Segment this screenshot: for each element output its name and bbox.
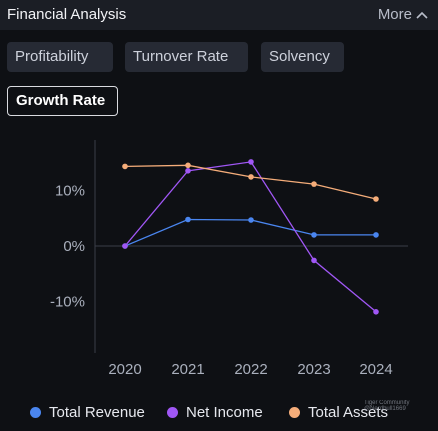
x-tick-label: 2020: [108, 361, 141, 378]
panel-title: Financial Analysis: [7, 6, 127, 23]
data-point[interactable]: [248, 159, 254, 165]
tab-label: Turnover Rate: [133, 48, 229, 65]
legend-dot: [289, 407, 300, 418]
data-point[interactable]: [311, 232, 317, 238]
legend-label: Total Revenue: [49, 404, 145, 421]
legend-total-revenue[interactable]: Total Revenue: [30, 404, 145, 421]
series-line-total-revenue: [124, 218, 376, 247]
growth-rate-chart: 10% 0% -10% 2020 2021 2022 2023 2024: [50, 140, 408, 378]
watermark-line1: Tiger Community: [364, 400, 410, 406]
legend-dot: [167, 407, 178, 418]
watermark-line2: @Nerdbull1669: [364, 406, 406, 412]
more-button[interactable]: More: [378, 6, 428, 23]
watermark: Tiger Community @Nerdbull1669: [364, 400, 432, 426]
legend-dot: [30, 407, 41, 418]
panel-header: Financial Analysis More: [0, 0, 438, 30]
chevron-up-icon: [416, 11, 428, 19]
tab-growth-rate[interactable]: Growth Rate: [7, 86, 118, 116]
y-tick-label: -10%: [50, 293, 85, 310]
data-point[interactable]: [373, 196, 379, 202]
data-point[interactable]: [373, 232, 379, 238]
y-tick-label: 10%: [55, 183, 85, 200]
tab-solvency[interactable]: Solvency: [261, 42, 344, 72]
y-tick-label: 0%: [63, 238, 85, 255]
chart-legend: Total Revenue Net Income Total Assets: [0, 404, 438, 426]
data-point[interactable]: [185, 162, 191, 169]
legend-net-income[interactable]: Net Income: [167, 404, 263, 421]
series-line-net-income: [124, 161, 377, 313]
data-point[interactable]: [311, 181, 317, 187]
data-point[interactable]: [185, 168, 191, 174]
data-point[interactable]: [185, 216, 191, 223]
data-point[interactable]: [248, 217, 254, 223]
tab-profitability[interactable]: Profitability: [7, 42, 113, 72]
more-label: More: [377, 6, 412, 23]
x-tick-label: 2022: [234, 361, 267, 378]
x-tick-label: 2021: [171, 361, 204, 378]
tab-label: Growth Rate: [16, 92, 106, 109]
series-line-total-assets: [124, 164, 377, 200]
tab-label: Solvency: [269, 48, 330, 65]
data-point[interactable]: [122, 163, 128, 170]
data-point[interactable]: [122, 243, 128, 249]
data-point[interactable]: [248, 174, 254, 180]
tab-label: Profitability: [15, 48, 89, 65]
data-point[interactable]: [311, 257, 317, 264]
x-tick-label: 2024: [359, 361, 392, 378]
x-tick-label: 2023: [297, 361, 330, 378]
tab-turnover-rate[interactable]: Turnover Rate: [125, 42, 248, 72]
legend-label: Total Assets: [308, 404, 389, 421]
data-point[interactable]: [373, 309, 379, 315]
legend-total-assets[interactable]: Total Assets: [289, 404, 388, 421]
legend-label: Net Income: [186, 404, 263, 421]
